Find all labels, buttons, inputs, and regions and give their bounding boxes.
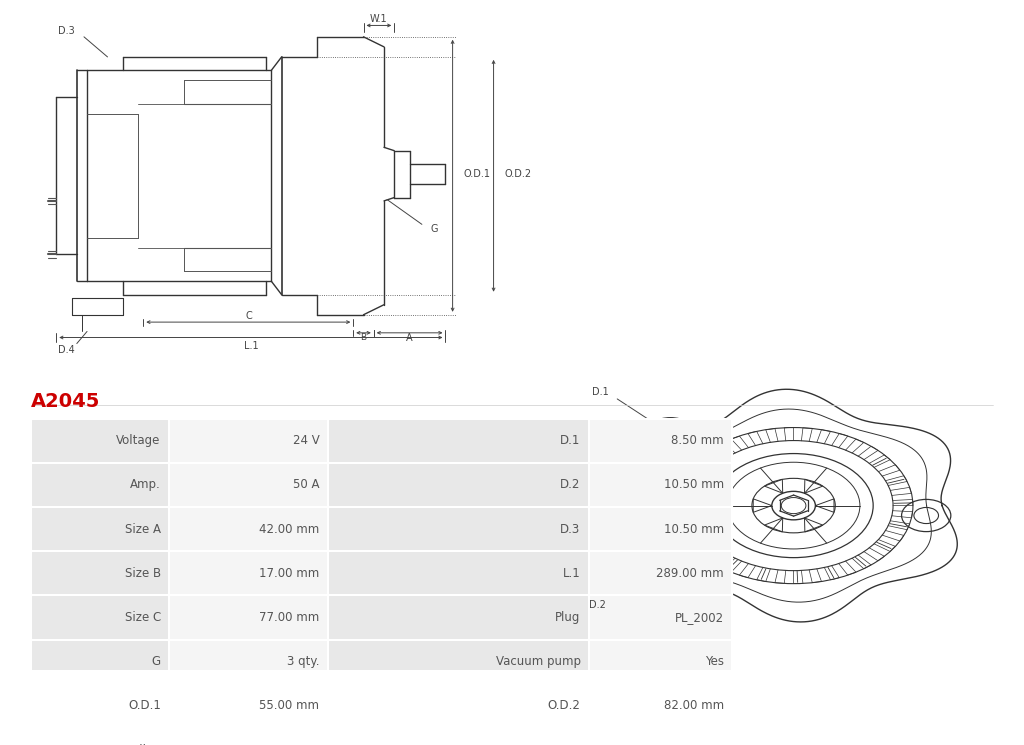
Text: 24 V: 24 V — [293, 434, 319, 447]
Text: D.1: D.1 — [593, 387, 609, 397]
Text: 17.00 mm: 17.00 mm — [259, 567, 319, 580]
Bar — [169, 463, 328, 507]
Text: Plug: Plug — [555, 611, 581, 624]
Bar — [589, 639, 732, 684]
Text: D.2: D.2 — [560, 478, 581, 492]
Bar — [31, 639, 169, 684]
Bar — [31, 551, 169, 595]
Bar — [589, 728, 732, 745]
Text: C: C — [246, 311, 252, 321]
Bar — [589, 419, 732, 463]
Bar — [328, 507, 589, 551]
Bar — [328, 684, 589, 728]
Text: O.D.1: O.D.1 — [128, 700, 161, 712]
Bar — [31, 684, 169, 728]
Text: A2045: A2045 — [31, 392, 100, 410]
Text: PL_2002: PL_2002 — [675, 611, 724, 624]
Text: L.1: L.1 — [563, 567, 581, 580]
Bar — [31, 507, 169, 551]
Bar — [328, 419, 589, 463]
Bar — [31, 728, 169, 745]
Text: Voltage: Voltage — [117, 434, 161, 447]
Text: 10.50 mm: 10.50 mm — [664, 478, 724, 492]
Text: 50 A: 50 A — [293, 478, 319, 492]
Text: 55.00 mm: 55.00 mm — [259, 700, 319, 712]
Bar — [589, 595, 732, 639]
Text: Pulley: Pulley — [126, 744, 161, 745]
Bar — [589, 507, 732, 551]
Text: O.D.2: O.D.2 — [505, 169, 531, 179]
Text: Size A: Size A — [125, 522, 161, 536]
Text: G: G — [430, 224, 437, 234]
Bar — [31, 419, 169, 463]
Text: W.1: W.1 — [559, 744, 581, 745]
Bar — [589, 463, 732, 507]
Text: B: B — [360, 333, 367, 342]
Text: 289.00 mm: 289.00 mm — [656, 567, 724, 580]
Text: 82.00 mm: 82.00 mm — [664, 700, 724, 712]
Text: Vacuum pump: Vacuum pump — [496, 655, 581, 668]
Text: 8.50 mm: 8.50 mm — [672, 434, 724, 447]
Text: L.1: L.1 — [244, 340, 258, 351]
Bar — [169, 595, 328, 639]
Bar — [589, 551, 732, 595]
Text: D.3: D.3 — [560, 522, 581, 536]
Text: O.D.1: O.D.1 — [464, 169, 490, 179]
Text: O.D.2: O.D.2 — [548, 700, 581, 712]
Text: W.1: W.1 — [370, 13, 388, 24]
Bar — [169, 551, 328, 595]
Text: Size B: Size B — [125, 567, 161, 580]
Bar — [169, 728, 328, 745]
Text: Amp.: Amp. — [130, 478, 161, 492]
Text: AP: AP — [304, 744, 319, 745]
Bar — [31, 463, 169, 507]
Bar — [328, 551, 589, 595]
Text: A: A — [407, 332, 413, 343]
Bar — [328, 463, 589, 507]
Bar — [169, 639, 328, 684]
Bar — [169, 419, 328, 463]
Text: 10.50 mm: 10.50 mm — [664, 522, 724, 536]
Text: D.2: D.2 — [589, 600, 606, 610]
Bar — [589, 684, 732, 728]
Bar — [169, 684, 328, 728]
Text: D.3: D.3 — [58, 27, 75, 37]
Bar — [328, 728, 589, 745]
Text: D.4: D.4 — [58, 345, 75, 355]
Text: Yes: Yes — [705, 655, 724, 668]
Text: D.1: D.1 — [560, 434, 581, 447]
Text: 3 qty.: 3 qty. — [287, 655, 319, 668]
Text: 42.00 mm: 42.00 mm — [259, 522, 319, 536]
Text: Size C: Size C — [125, 611, 161, 624]
Bar — [169, 507, 328, 551]
Bar — [31, 595, 169, 639]
Text: 12.00 mm: 12.00 mm — [664, 744, 724, 745]
Text: 77.00 mm: 77.00 mm — [259, 611, 319, 624]
Bar — [328, 595, 589, 639]
Bar — [328, 639, 589, 684]
Text: G: G — [152, 655, 161, 668]
